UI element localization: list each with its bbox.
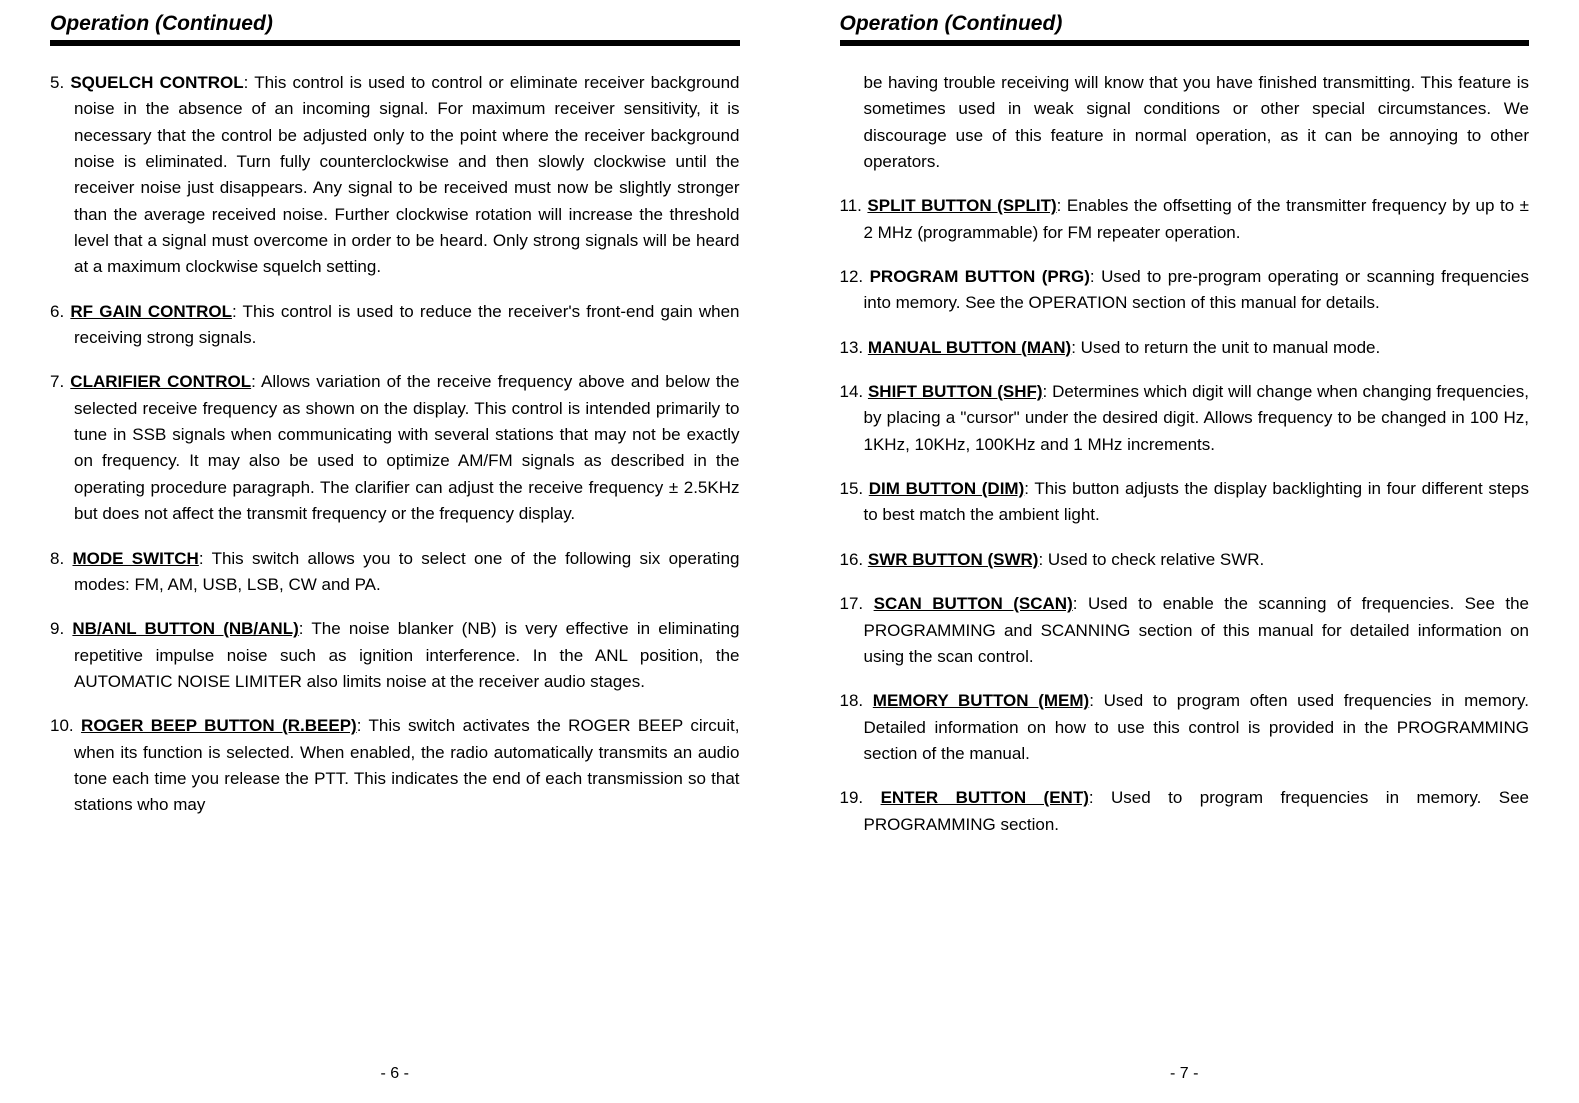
item-number: 14. [840, 382, 868, 401]
continuation-paragraph: be having trouble receiving will know th… [840, 70, 1530, 175]
item-body: : Allows variation of the receive freque… [74, 372, 740, 523]
item-body: : Used to return the unit to manual mode… [1071, 338, 1380, 357]
page-number-right: - 7 - [840, 1055, 1530, 1083]
item-term: MEMORY BUTTON (MEM) [873, 691, 1089, 710]
list-item: 7. CLARIFIER CONTROL: Allows variation o… [50, 369, 740, 527]
page-header-right: Operation (Continued) [840, 12, 1530, 36]
list-item: 10. ROGER BEEP BUTTON (R.BEEP): This swi… [50, 713, 740, 818]
page-header-left: Operation (Continued) [50, 12, 740, 36]
item-body: : Used to check relative SWR. [1038, 550, 1264, 569]
item-number: 17. [840, 594, 874, 613]
item-number: 5. [50, 73, 70, 92]
list-item: 11. SPLIT BUTTON (SPLIT): Enables the of… [840, 193, 1530, 246]
item-term: RF GAIN CONTROL [70, 302, 232, 321]
item-term: CLARIFIER CONTROL [70, 372, 251, 391]
item-number: 9. [50, 619, 72, 638]
item-term: DIM BUTTON (DIM) [869, 479, 1024, 498]
item-number: 8. [50, 549, 72, 568]
item-term: SWR BUTTON (SWR) [868, 550, 1039, 569]
item-number: 12. [840, 267, 870, 286]
item-number: 10. [50, 716, 81, 735]
header-rule-left [50, 40, 740, 46]
item-number: 19. [840, 788, 881, 807]
item-number: 13. [840, 338, 868, 357]
item-number: 7. [50, 372, 70, 391]
item-term: ROGER BEEP BUTTON (R.BEEP) [81, 716, 357, 735]
list-item: 6. RF GAIN CONTROL: This control is used… [50, 299, 740, 352]
item-term: PROGRAM BUTTON (PRG) [870, 267, 1090, 286]
item-number: 6. [50, 302, 70, 321]
header-rule-right [840, 40, 1530, 46]
item-number: 18. [840, 691, 873, 710]
list-item: 17. SCAN BUTTON (SCAN): Used to enable t… [840, 591, 1530, 670]
list-item: 16. SWR BUTTON (SWR): Used to check rela… [840, 547, 1530, 573]
item-term: SQUELCH CONTROL [70, 73, 243, 92]
list-item: 8. MODE SWITCH: This switch allows you t… [50, 546, 740, 599]
item-term: MODE SWITCH [72, 549, 198, 568]
item-term: ENTER BUTTON (ENT) [881, 788, 1089, 807]
list-item: 15. DIM BUTTON (DIM): This button adjust… [840, 476, 1530, 529]
item-term: SCAN BUTTON (SCAN) [874, 594, 1073, 613]
page-number-left: - 6 - [50, 1055, 740, 1083]
left-content: 5. SQUELCH CONTROL: This control is used… [50, 70, 740, 1055]
list-item: 9. NB/ANL BUTTON (NB/ANL): The noise bla… [50, 616, 740, 695]
right-content: be having trouble receiving will know th… [840, 70, 1530, 1055]
list-item: 14. SHIFT BUTTON (SHF): Determines which… [840, 379, 1530, 458]
item-term: SPLIT BUTTON (SPLIT) [867, 196, 1056, 215]
item-term: SHIFT BUTTON (SHF) [868, 382, 1043, 401]
item-number: 16. [840, 550, 868, 569]
list-item: 18. MEMORY BUTTON (MEM): Used to program… [840, 688, 1530, 767]
item-term: NB/ANL BUTTON (NB/ANL) [72, 619, 298, 638]
item-term: MANUAL BUTTON (MAN) [868, 338, 1071, 357]
list-item: 12. PROGRAM BUTTON (PRG): Used to pre-pr… [840, 264, 1530, 317]
item-body: : This control is used to control or eli… [74, 73, 740, 276]
left-page: Operation (Continued) 5. SQUELCH CONTROL… [0, 0, 790, 1103]
list-item: 13. MANUAL BUTTON (MAN): Used to return … [840, 335, 1530, 361]
list-item: 5. SQUELCH CONTROL: This control is used… [50, 70, 740, 281]
item-number: 15. [840, 479, 869, 498]
right-page: Operation (Continued) be having trouble … [790, 0, 1579, 1103]
item-number: 11. [840, 196, 868, 215]
list-item: 19. ENTER BUTTON (ENT): Used to program … [840, 785, 1530, 838]
